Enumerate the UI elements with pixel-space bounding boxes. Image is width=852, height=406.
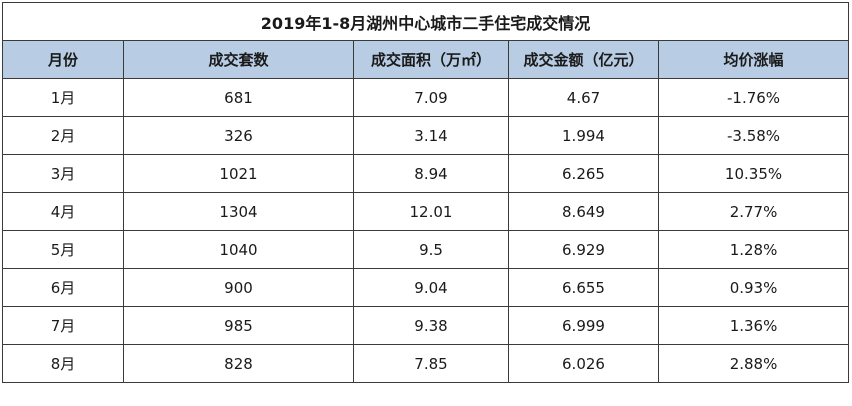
cell-amount: 6.655 <box>508 268 659 307</box>
cell-area: 7.85 <box>353 344 509 383</box>
table-row: 2月 326 3.14 1.994 -3.58% <box>2 116 850 155</box>
cell-units: 1040 <box>123 230 354 269</box>
cell-area: 7.09 <box>353 78 509 117</box>
cell-amount: 6.026 <box>508 344 659 383</box>
table-row: 3月 1021 8.94 6.265 10.35% <box>2 154 850 193</box>
cell-amount: 4.67 <box>508 78 659 117</box>
cell-area: 8.94 <box>353 154 509 193</box>
cell-amount: 6.999 <box>508 306 659 345</box>
header-units: 成交套数 <box>123 40 354 79</box>
cell-price-change: -3.58% <box>657 116 850 155</box>
header-area: 成交面积（万㎡） <box>353 40 509 79</box>
cell-month: 6月 <box>2 268 124 307</box>
cell-price-change: 2.88% <box>657 344 850 383</box>
cell-amount: 1.994 <box>508 116 659 155</box>
table-row: 6月 900 9.04 6.655 0.93% <box>2 268 850 307</box>
cell-amount: 6.929 <box>508 230 659 269</box>
cell-price-change: 1.36% <box>657 306 850 345</box>
cell-month: 4月 <box>2 192 124 231</box>
cell-month: 1月 <box>2 78 124 117</box>
cell-month: 7月 <box>2 306 124 345</box>
table-row: 8月 828 7.85 6.026 2.88% <box>2 344 850 383</box>
table-row: 5月 1040 9.5 6.929 1.28% <box>2 230 850 269</box>
header-row: 月份 成交套数 成交面积（万㎡） 成交金额（亿元） 均价涨幅 <box>2 40 850 79</box>
cell-area: 3.14 <box>353 116 509 155</box>
header-month: 月份 <box>2 40 124 79</box>
cell-price-change: 0.93% <box>657 268 850 307</box>
cell-units: 1304 <box>123 192 354 231</box>
cell-area: 12.01 <box>353 192 509 231</box>
cell-units: 828 <box>123 344 354 383</box>
cell-month: 5月 <box>2 230 124 269</box>
cell-units: 681 <box>123 78 354 117</box>
cell-price-change: 1.28% <box>657 230 850 269</box>
cell-units: 900 <box>123 268 354 307</box>
cell-units: 326 <box>123 116 354 155</box>
header-price-change: 均价涨幅 <box>657 40 850 79</box>
table-row: 7月 985 9.38 6.999 1.36% <box>2 306 850 345</box>
table-row: 4月 1304 12.01 8.649 2.77% <box>2 192 850 231</box>
cell-amount: 8.649 <box>508 192 659 231</box>
title-row: 2019年1-8月湖州中心城市二手住宅成交情况 <box>1 2 850 41</box>
cell-month: 3月 <box>2 154 124 193</box>
header-amount: 成交金额（亿元） <box>508 40 659 79</box>
cell-area: 9.38 <box>353 306 509 345</box>
cell-units: 985 <box>123 306 354 345</box>
table-title: 2019年1-8月湖州中心城市二手住宅成交情况 <box>1 2 850 41</box>
cell-price-change: -1.76% <box>657 78 850 117</box>
cell-month: 2月 <box>2 116 124 155</box>
cell-price-change: 10.35% <box>657 154 850 193</box>
cell-units: 1021 <box>123 154 354 193</box>
cell-area: 9.5 <box>353 230 509 269</box>
cell-amount: 6.265 <box>508 154 659 193</box>
table-row: 1月 681 7.09 4.67 -1.76% <box>2 78 850 117</box>
cell-price-change: 2.77% <box>657 192 850 231</box>
cell-month: 8月 <box>2 344 124 383</box>
transaction-table: 2019年1-8月湖州中心城市二手住宅成交情况 月份 成交套数 成交面积（万㎡）… <box>1 2 850 383</box>
cell-area: 9.04 <box>353 268 509 307</box>
